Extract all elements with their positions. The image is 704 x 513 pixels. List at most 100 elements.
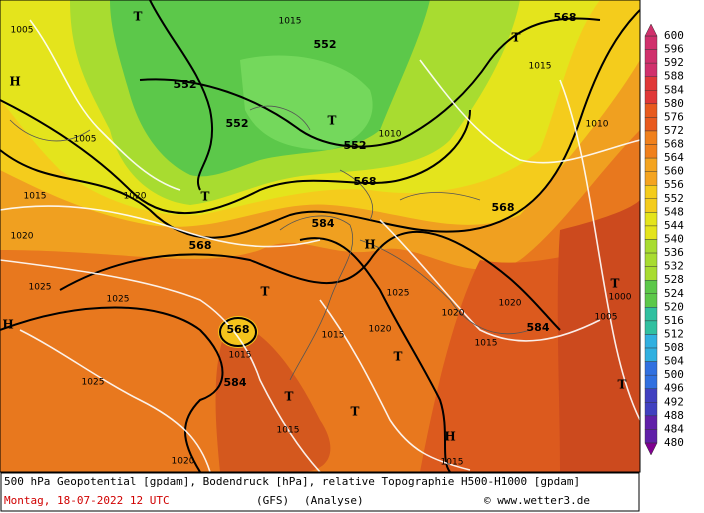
footer-run: (Analyse) <box>304 494 364 507</box>
colorbar-swatch <box>644 334 658 349</box>
colorbar-label: 540 <box>664 233 684 246</box>
map-label: 568 <box>227 323 250 336</box>
colorbar-label: 532 <box>664 260 684 273</box>
colorbar-swatch <box>644 252 658 267</box>
footer-box <box>0 472 640 512</box>
colorbar-label: 500 <box>664 368 684 381</box>
map-field <box>0 0 640 472</box>
colorbar-swatch <box>644 76 658 91</box>
colorbar-swatch <box>644 388 658 403</box>
colorbar-label: 492 <box>664 395 684 408</box>
colorbar-label: 584 <box>664 83 684 96</box>
colorbar-swatch <box>644 90 658 105</box>
colorbar-label: 488 <box>664 409 684 422</box>
colorbar-label: 536 <box>664 246 684 259</box>
map-label: 552 <box>344 139 367 152</box>
colorbar-swatch <box>644 225 658 240</box>
colorbar-label: 572 <box>664 124 684 137</box>
map-label: 1005 <box>595 313 618 323</box>
colorbar-label: 520 <box>664 300 684 313</box>
map-label: 1015 <box>229 351 252 361</box>
map-label: 1020 <box>499 299 522 309</box>
colorbar-label: 524 <box>664 287 684 300</box>
colorbar-label: 552 <box>664 192 684 205</box>
colorbar-label: 564 <box>664 151 684 164</box>
map-label: T <box>285 390 294 404</box>
colorbar-swatch <box>644 415 658 430</box>
map-label: H <box>364 238 375 252</box>
map-label: 1005 <box>11 26 34 36</box>
map-label: 568 <box>554 11 577 24</box>
map-label: 1015 <box>24 192 47 202</box>
colorbar-label: 596 <box>664 43 684 56</box>
colorbar-swatch <box>644 157 658 172</box>
colorbar-bottom-arrow <box>644 442 658 456</box>
map-label: 552 <box>314 38 337 51</box>
map-label: H <box>2 318 13 332</box>
colorbar-label: 528 <box>664 273 684 286</box>
map-label: 1015 <box>322 331 345 341</box>
colorbar-label: 588 <box>664 70 684 83</box>
map-label: 1015 <box>277 426 300 436</box>
map-label: T <box>618 378 627 392</box>
map-label: 1015 <box>475 339 498 349</box>
colorbar-label: 556 <box>664 178 684 191</box>
map-label: 1025 <box>82 378 105 388</box>
map-label: 568 <box>492 201 515 214</box>
colorbar: 6005965925885845805765725685645605565525… <box>644 23 684 456</box>
colorbar-swatch <box>644 239 658 254</box>
map-label: 584 <box>527 321 550 334</box>
map-label: H <box>9 75 20 89</box>
colorbar-label: 568 <box>664 138 684 151</box>
map-label: 1020 <box>369 325 392 335</box>
colorbar-swatch <box>644 429 658 444</box>
colorbar-swatch <box>644 266 658 281</box>
map-label: 1020 <box>172 457 195 467</box>
colorbar-swatch <box>644 198 658 213</box>
colorbar-label: 544 <box>664 219 684 232</box>
colorbar-swatch <box>644 374 658 389</box>
footer-model: (GFS) <box>256 494 289 507</box>
colorbar-swatch <box>644 293 658 308</box>
colorbar-swatch <box>644 49 658 64</box>
colorbar-top-arrow <box>644 23 658 37</box>
map-label: 1005 <box>74 135 97 145</box>
colorbar-swatch <box>644 130 658 145</box>
colorbar-label: 480 <box>664 436 684 449</box>
map-label: 1010 <box>586 120 609 130</box>
footer-line1: 500 hPa Geopotential [gpdam], Bodendruck… <box>4 475 580 488</box>
map-label: 584 <box>312 217 335 230</box>
colorbar-label: 512 <box>664 327 684 340</box>
colorbar-label: 508 <box>664 341 684 354</box>
map-label: T <box>134 10 143 24</box>
map-label: 1020 <box>124 192 147 202</box>
map-label: 1025 <box>29 283 52 293</box>
map-label: T <box>394 350 403 364</box>
map-label: 1020 <box>11 232 34 242</box>
colorbar-swatch <box>644 347 658 362</box>
footer-date: Montag, 18-07-2022 12 UTC <box>4 494 170 507</box>
map-label: 1020 <box>442 309 465 319</box>
map-label: 1025 <box>107 295 130 305</box>
map-label: T <box>261 285 270 299</box>
map-label: 1010 <box>379 130 402 140</box>
colorbar-swatch <box>644 402 658 417</box>
colorbar-label: 548 <box>664 205 684 218</box>
colorbar-label: 484 <box>664 422 684 435</box>
map-label: 568 <box>189 239 212 252</box>
colorbar-label: 516 <box>664 314 684 327</box>
colorbar-swatch <box>644 320 658 335</box>
map-label: T <box>351 405 360 419</box>
map-label: T <box>512 31 521 45</box>
map-label: 1015 <box>441 458 464 468</box>
colorbar-swatch <box>644 103 658 118</box>
map-label: H <box>444 430 455 444</box>
colorbar-label: 592 <box>664 56 684 69</box>
map-label: 1000 <box>609 293 632 303</box>
colorbar-swatch <box>644 144 658 159</box>
map-frame <box>0 0 641 473</box>
map-label: 568 <box>354 175 377 188</box>
map-label: 552 <box>174 78 197 91</box>
colorbar-label: 580 <box>664 97 684 110</box>
